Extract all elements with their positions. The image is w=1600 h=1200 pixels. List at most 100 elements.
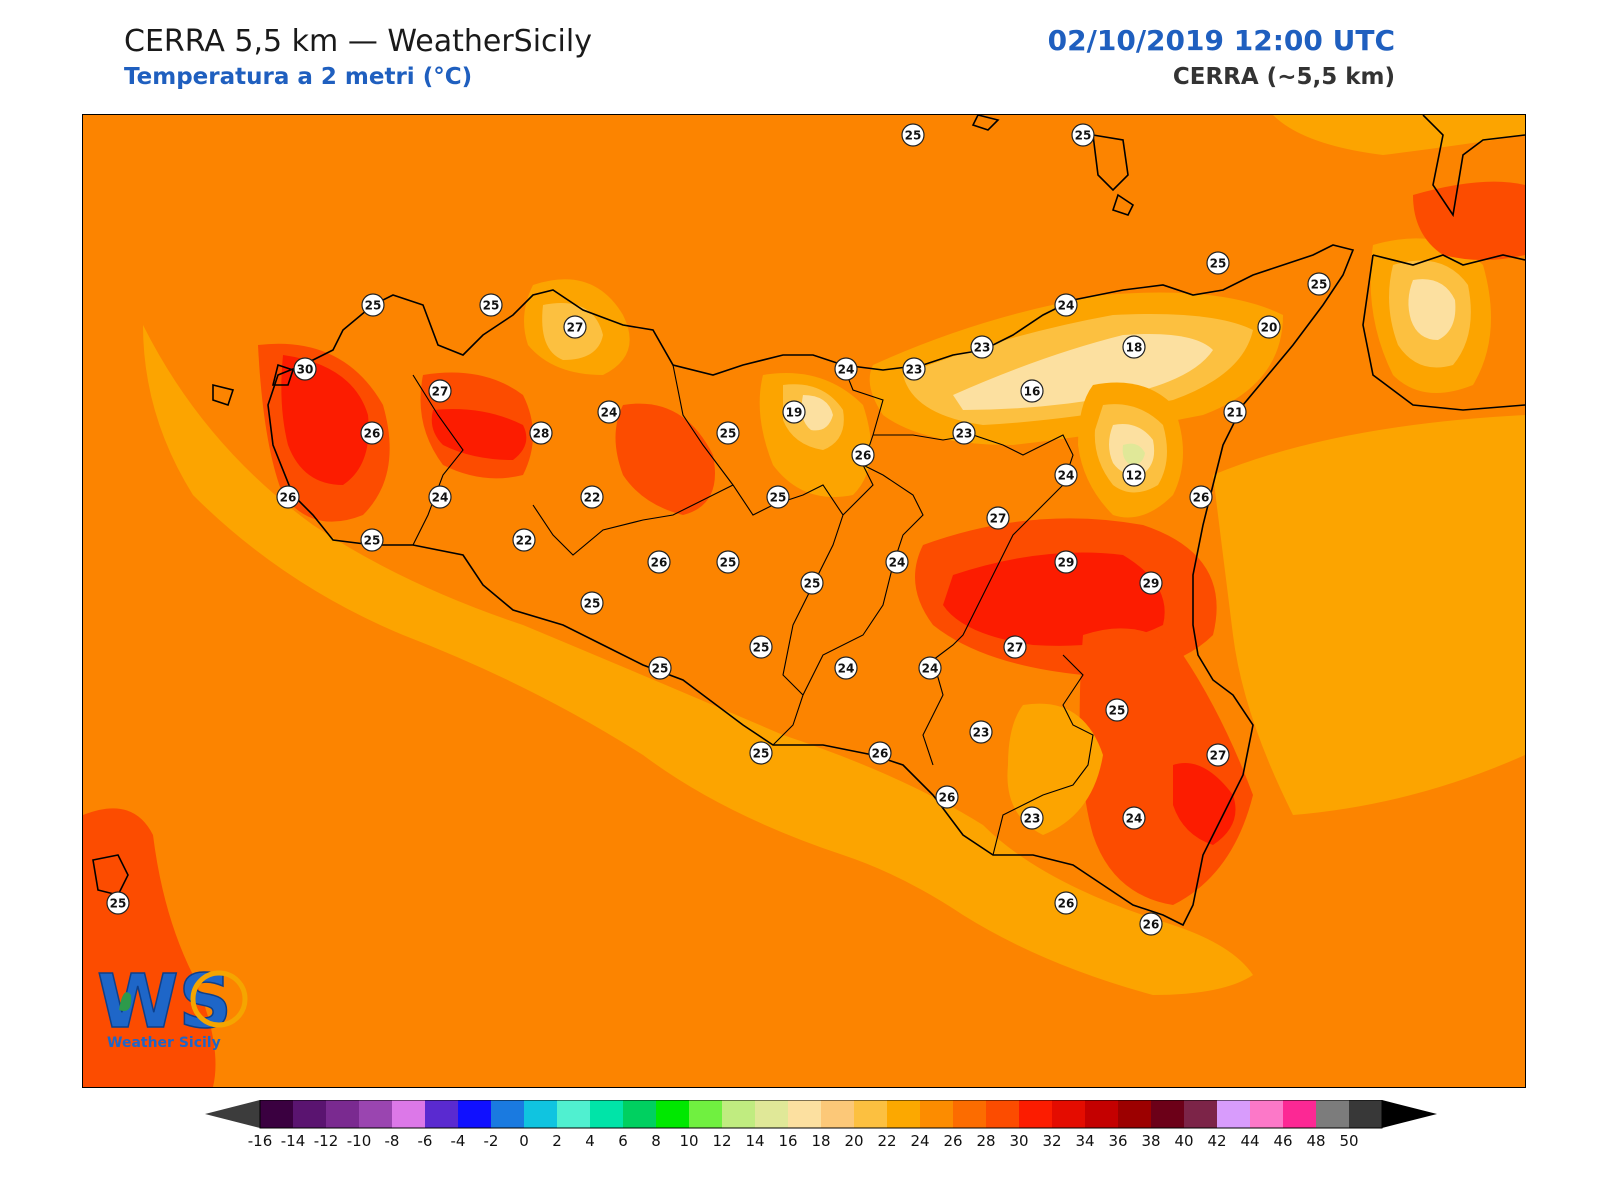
colorbar-tick-label: -6 (418, 1132, 433, 1150)
station-marker: 24 (1054, 463, 1078, 487)
colorbar-tick-label: 12 (712, 1132, 731, 1150)
colorbar-swatch (491, 1100, 524, 1128)
colorbar-swatch (656, 1100, 689, 1128)
station-marker: 27 (428, 379, 452, 403)
station-marker: 24 (834, 357, 858, 381)
station-value: 22 (584, 491, 601, 505)
station-marker-circle (647, 550, 671, 574)
station-marker: 27 (986, 506, 1010, 530)
station-marker-circle (1122, 335, 1146, 359)
colorbar-swatch (359, 1100, 392, 1128)
station-value: 26 (651, 556, 668, 570)
colorbar-swatch (1283, 1100, 1316, 1128)
station-value: 23 (974, 341, 991, 355)
station-marker-circle (597, 400, 621, 424)
station-marker-circle (1020, 806, 1044, 830)
colorbar-tick-label: 8 (651, 1132, 661, 1150)
station-value: 26 (364, 427, 381, 441)
colorbar-tick-label: 10 (679, 1132, 698, 1150)
station-value: 24 (432, 491, 449, 505)
station-marker: 23 (970, 335, 994, 359)
colorbar-tick-label: 30 (1009, 1132, 1028, 1150)
colorbar-swatch (953, 1100, 986, 1128)
temperature-contours (83, 115, 1525, 1087)
station-marker: 24 (834, 656, 858, 680)
station-marker-circle (1139, 912, 1163, 936)
station-marker: 20 (1257, 315, 1281, 339)
variable-subtitle: Temperatura a 2 metri (°C) (124, 64, 473, 90)
station-marker: 26 (1189, 485, 1213, 509)
station-marker-circle (1223, 400, 1247, 424)
station-marker-circle (1307, 272, 1331, 296)
colorbar-over-arrow (1382, 1100, 1437, 1128)
station-marker-circle (901, 123, 925, 147)
station-marker: 24 (428, 485, 452, 509)
station-marker-circle (428, 379, 452, 403)
colorbar-swatch (425, 1100, 458, 1128)
colorbar-tick-label: 26 (943, 1132, 962, 1150)
station-marker: 25 (716, 421, 740, 445)
station-value: 29 (1143, 577, 1160, 591)
station-value: 23 (973, 726, 990, 740)
colorbar-tick-label: 42 (1207, 1132, 1226, 1150)
colorbar-tick-label: 46 (1273, 1132, 1292, 1150)
colorbar-swatch (1085, 1100, 1118, 1128)
station-value: 24 (838, 662, 855, 676)
colorbar-swatch (458, 1100, 491, 1128)
station-value: 26 (1193, 491, 1210, 505)
station-marker-circle (935, 785, 959, 809)
station-marker-circle (1003, 635, 1027, 659)
colorbar-tick-label: 2 (552, 1132, 562, 1150)
colorbar-tick-label: 6 (618, 1132, 628, 1150)
station-value: 19 (786, 406, 803, 420)
colorbar-swatch (590, 1100, 623, 1128)
station-marker-circle (580, 591, 604, 615)
colorbar-swatch (887, 1100, 920, 1128)
station-marker-circle (851, 443, 875, 467)
station-marker-circle (1206, 743, 1230, 767)
station-marker: 23 (902, 357, 926, 381)
station-value: 25 (652, 662, 669, 676)
station-marker-circle (902, 357, 926, 381)
station-value: 25 (905, 129, 922, 143)
station-value: 26 (939, 791, 956, 805)
station-value: 22 (516, 534, 533, 548)
station-marker: 26 (851, 443, 875, 467)
coastline (92, 115, 1525, 927)
station-value: 25 (720, 427, 737, 441)
station-marker: 23 (952, 421, 976, 445)
station-marker-circle (800, 571, 824, 595)
station-marker-circle (1257, 315, 1281, 339)
colorbar-tick-label: 4 (585, 1132, 595, 1150)
station-value: 26 (1143, 918, 1160, 932)
station-marker: 23 (969, 720, 993, 744)
station-marker: 27 (1003, 635, 1027, 659)
station-value: 28 (533, 427, 550, 441)
station-values: 25 25 25 25 27 25 24 30 27 26 28 24 25 19 24 23 23 18 16 20… (106, 123, 1331, 936)
station-marker: 27 (1206, 743, 1230, 767)
logo-caption: Weather Sicily (107, 1035, 221, 1051)
station-marker: 25 (360, 528, 384, 552)
colorbar-swatch (821, 1100, 854, 1128)
colorbar-swatch (1118, 1100, 1151, 1128)
station-value: 24 (889, 556, 906, 570)
colorbar-outline (259, 1100, 1383, 1129)
station-marker-circle (512, 528, 536, 552)
station-marker-circle (360, 421, 384, 445)
map-canvas: WS Weather Sicily 25 25 25 25 27 25 24 30 27 26 28… (83, 115, 1525, 1087)
colorbar-tick-label: 16 (778, 1132, 797, 1150)
station-marker: 18 (1122, 335, 1146, 359)
station-marker: 24 (1054, 293, 1078, 317)
station-marker: 26 (647, 550, 671, 574)
colorbar-swatch (788, 1100, 821, 1128)
colorbar-tick-label: -14 (281, 1132, 306, 1150)
colorbar-tick-label: -8 (385, 1132, 400, 1150)
station-value: 25 (753, 641, 770, 655)
station-marker: 28 (529, 421, 553, 445)
station-marker-circle (918, 656, 942, 680)
station-value: 29 (1058, 556, 1075, 570)
station-marker-circle (529, 421, 553, 445)
station-marker: 25 (580, 591, 604, 615)
station-marker-circle (782, 400, 806, 424)
colorbar-swatch (689, 1100, 722, 1128)
